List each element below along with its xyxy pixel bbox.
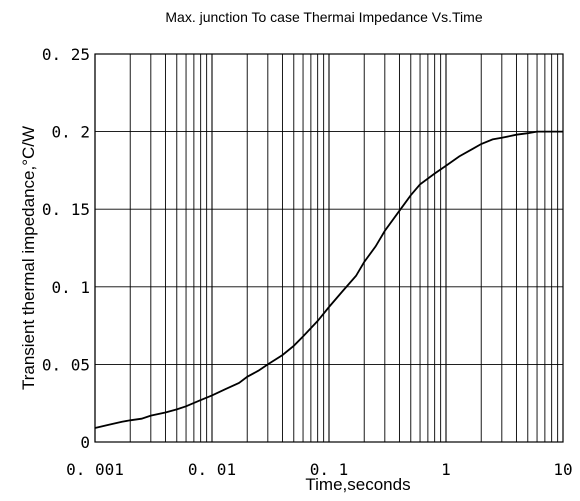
y-axis-label: Transient thermal impedance,°C/W — [19, 126, 38, 390]
x-tick-label: 0. 01 — [188, 460, 236, 479]
grid — [94, 54, 563, 442]
y-tick-label: 0. 2 — [51, 123, 90, 142]
y-tick-label: 0. 05 — [42, 355, 90, 374]
y-tick-label: 0. 1 — [51, 278, 90, 297]
x-axis-label: Time,seconds — [305, 475, 410, 494]
x-tick-label: 0. 001 — [66, 460, 124, 479]
plot-frame — [94, 53, 564, 443]
x-tick-label: 1 — [441, 460, 451, 479]
y-tick-label: 0. 25 — [42, 45, 90, 64]
x-tick-label: 10 — [553, 460, 572, 479]
y-tick-label: 0 — [80, 433, 90, 452]
chart-title: Max. junction To case Thermai Impedance … — [165, 9, 482, 25]
x-tick-label: 0. 1 — [310, 460, 349, 479]
y-tick-label: 0. 15 — [42, 200, 90, 219]
tick-labels: 0. 001 0. 01 0. 1 1 10 0 0. 05 0. 1 0. 15 0. 2 0. … — [42, 45, 573, 479]
series-line — [94, 130, 563, 429]
